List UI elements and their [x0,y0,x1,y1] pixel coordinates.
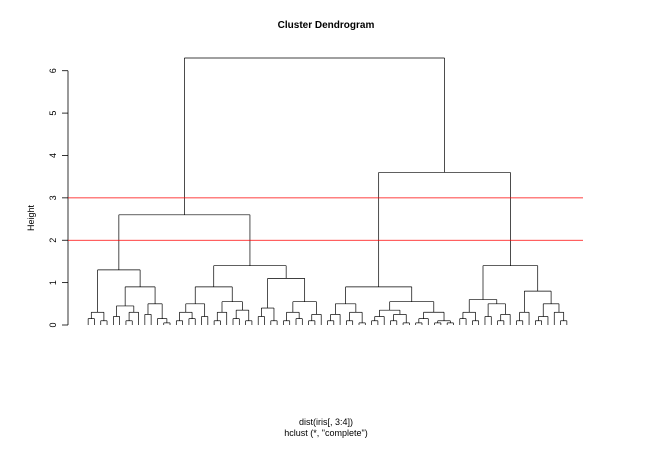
y-tick-label: 4 [48,153,58,158]
y-tick-label: 5 [48,111,58,116]
y-tick-label: 1 [48,280,58,285]
y-tick-label: 6 [48,68,58,73]
y-axis-label: Height [26,204,36,231]
y-tick-label: 3 [48,195,58,200]
x-axis-label: dist(iris[, 3:4]) [299,417,353,427]
x-axis-label: hclust (*, "complete") [284,428,367,438]
y-tick-label: 0 [48,322,58,327]
y-tick-label: 2 [48,238,58,243]
chart-title: Cluster Dendrogram [278,20,375,31]
